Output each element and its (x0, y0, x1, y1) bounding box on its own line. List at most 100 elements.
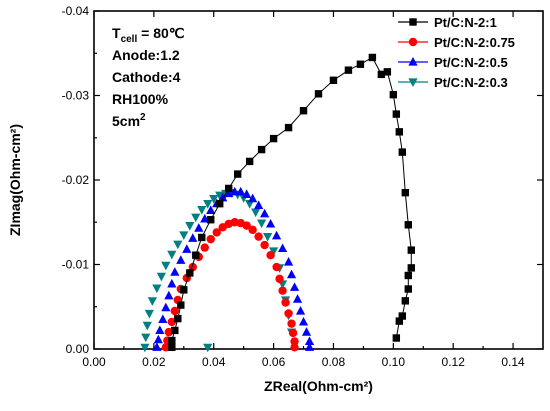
data-point (185, 222, 195, 231)
data-point (156, 272, 166, 282)
data-point (198, 233, 206, 242)
data-point (283, 256, 294, 266)
annotation-text: T (112, 25, 121, 41)
data-point (251, 208, 261, 218)
data-point (266, 218, 276, 228)
data-point (225, 184, 233, 193)
data-point (218, 192, 228, 202)
series-layer (140, 53, 415, 353)
legend-label-3: Pt/C:N-2:0.5 (434, 55, 508, 70)
data-point (266, 251, 275, 260)
data-point (314, 90, 323, 98)
legend-marker-2 (408, 37, 418, 47)
data-point (206, 205, 216, 215)
data-point (248, 193, 258, 203)
x-tick-label: 0.12 (442, 355, 466, 369)
data-point (161, 261, 171, 271)
data-point (179, 231, 189, 240)
data-point (153, 334, 163, 344)
data-point (398, 148, 407, 156)
legend-marker-1 (409, 18, 417, 26)
data-point (389, 90, 398, 99)
data-point (304, 342, 315, 351)
data-point (257, 219, 267, 229)
data-point (245, 157, 254, 166)
data-point (174, 314, 182, 323)
x-tick-label: 0.14 (501, 355, 525, 369)
series-4 (140, 189, 297, 353)
legend: Pt/C:N-2:1 Pt/C:N-2:0.75 Pt/C:N-2:0.5 Pt/C:… (398, 15, 515, 90)
data-point (277, 243, 288, 253)
data-point (260, 240, 269, 250)
data-point (392, 334, 401, 342)
data-point (295, 305, 306, 315)
data-point (292, 294, 303, 303)
x-tick-label: 0.08 (322, 355, 346, 369)
data-point (299, 107, 308, 115)
legend-marker-4 (408, 78, 418, 87)
data-point (168, 343, 176, 352)
data-point (170, 267, 180, 276)
data-point (284, 309, 293, 318)
data-point (254, 200, 264, 209)
data-point (171, 326, 179, 335)
data-point (288, 328, 298, 338)
annotation-1: Tcell = 80℃ (112, 25, 185, 45)
y-tick-label: -0.01 (62, 258, 90, 272)
data-point (164, 327, 174, 337)
data-point (242, 221, 251, 230)
data-point (344, 66, 353, 74)
x-tick-label: 0.10 (382, 355, 406, 369)
data-point (242, 189, 252, 198)
data-point (404, 285, 412, 293)
data-point (158, 314, 168, 324)
data-point (155, 325, 165, 335)
series-3 (152, 186, 315, 351)
data-point (167, 317, 177, 327)
data-point (203, 343, 213, 353)
data-point (257, 145, 266, 154)
x-axis-title: ZReal(Ohm-cm²) (264, 378, 373, 394)
data-point (275, 274, 284, 284)
data-point (203, 200, 213, 209)
data-point (152, 284, 162, 294)
data-point (383, 68, 392, 76)
legend-label-4: Pt/C:N-2:0.3 (434, 75, 508, 90)
annotation-text: 5cm (112, 113, 140, 129)
data-point (140, 343, 150, 353)
legend-marker-3 (408, 57, 418, 66)
data-point (245, 200, 255, 209)
data-point (284, 123, 293, 132)
data-point (290, 337, 299, 346)
y-tick-label: -0.02 (62, 173, 90, 187)
data-point (404, 271, 412, 280)
data-point (254, 232, 263, 241)
data-point (141, 333, 151, 343)
data-point (248, 225, 257, 235)
data-point (260, 208, 270, 218)
data-point (192, 251, 200, 259)
y-tick-label: -0.03 (62, 89, 90, 103)
data-point (272, 262, 281, 272)
data-point (287, 319, 296, 328)
data-point (200, 243, 209, 252)
data-point (176, 255, 186, 264)
y-tick-label: -0.04 (62, 4, 90, 18)
data-point (269, 134, 278, 143)
data-point (329, 76, 338, 84)
annotation-text: Anode:1.2 (112, 47, 180, 63)
data-point (356, 60, 365, 68)
annotation-text: RH100% (112, 91, 169, 107)
data-point (392, 110, 401, 118)
data-point (398, 312, 407, 320)
annotation-3: Cathode:4 (112, 69, 181, 85)
data-point (194, 223, 204, 232)
data-point (269, 247, 279, 256)
legend-label-2: Pt/C:N-2:0.75 (434, 35, 515, 50)
data-point (215, 191, 225, 201)
data-point (161, 343, 171, 352)
data-point (301, 327, 312, 336)
annotation-layer: Tcell = 80℃ Anode:1.2 Cathode:4 RH100% 5cm2 (112, 25, 185, 129)
series-1 (168, 53, 415, 352)
data-point (152, 342, 162, 351)
